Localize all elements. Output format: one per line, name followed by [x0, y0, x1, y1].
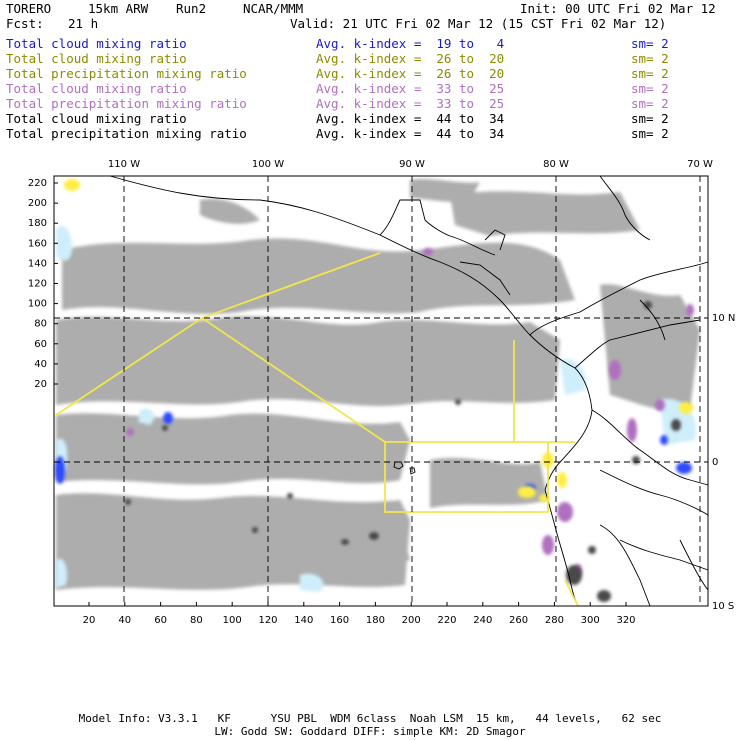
- model-name: TORERO: [6, 1, 52, 16]
- x-tick-label: 240: [473, 615, 492, 626]
- legend-k-index: Avg. k-index = 26 to 20: [316, 51, 505, 66]
- legend-smoothing: sm= 2: [631, 81, 669, 96]
- y-tick-label: 160: [28, 238, 47, 249]
- legend-k-index: Avg. k-index = 44 to 34: [316, 111, 505, 126]
- y-tick-label: 60: [34, 339, 47, 350]
- x-tick-label: 80: [190, 615, 203, 626]
- y-tick-label: 100: [28, 299, 47, 310]
- legend-smoothing: sm= 2: [631, 51, 669, 66]
- forecast-label: Fcst:: [6, 16, 44, 31]
- legend-field-name: Total cloud mixing ratio: [6, 81, 187, 96]
- latitude-label: 0: [712, 457, 718, 468]
- y-tick-label: 80: [34, 319, 47, 330]
- x-tick-label: 100: [223, 615, 242, 626]
- region-boundaries: [55, 252, 579, 607]
- longitude-label: 80 W: [543, 159, 569, 170]
- cloud-yellow-shading: [64, 179, 693, 502]
- forecast-hours: 21 h: [68, 16, 99, 31]
- x-tick-label: 140: [294, 615, 313, 626]
- y-tick-label: 40: [34, 359, 47, 370]
- legend-k-index: Avg. k-index = 19 to 4: [316, 36, 505, 51]
- legend-field-name: Total precipitation mixing ratio: [6, 126, 247, 141]
- x-tick-label: 280: [545, 615, 564, 626]
- x-tick-label: 60: [154, 615, 167, 626]
- model-org: NCAR/MMM: [243, 1, 304, 16]
- y-tick-label: 120: [28, 279, 47, 290]
- init-time: Init: 00 UTC Fri 02 Mar 12: [520, 1, 716, 16]
- latitude-labels: 10 N 0 10 S: [712, 313, 735, 612]
- legend-k-index: Avg. k-index = 33 to 25: [316, 96, 505, 111]
- model-resolution: 15km ARW: [88, 1, 149, 16]
- x-tick-label: 160: [330, 615, 349, 626]
- longitude-label: 110 W: [108, 159, 140, 170]
- longitude-label: 90 W: [399, 159, 425, 170]
- y-tick-label: 220: [28, 178, 47, 189]
- y-tick-label: 180: [28, 218, 47, 229]
- y-tick-label: 20: [34, 379, 47, 390]
- x-tick-label: 180: [366, 615, 385, 626]
- x-tick-label: 220: [437, 615, 456, 626]
- legend-smoothing: sm= 2: [631, 66, 669, 81]
- legend-smoothing: sm= 2: [631, 36, 669, 51]
- valid-time: Valid: 21 UTC Fri 02 Mar 12 (15 CST Fri …: [290, 16, 667, 31]
- x-tick-label: 300: [581, 615, 600, 626]
- legend-field-name: Total cloud mixing ratio: [6, 111, 187, 126]
- legend-field-name: Total precipitation mixing ratio: [6, 66, 247, 81]
- y-axis-ticks: 220 200 180 160 140 120 100 80 60 40 20: [28, 178, 58, 390]
- legend-k-index: Avg. k-index = 33 to 25: [316, 81, 505, 96]
- model-info-line2: LW: Godd SW: Goddard DIFF: simple KM: 2D…: [214, 725, 526, 738]
- latitude-label: 10 N: [712, 313, 735, 324]
- map-frame: [53, 175, 709, 607]
- x-tick-label: 320: [616, 615, 635, 626]
- model-info-line1: Model Info: V3.3.1 KF YSU PBL WDM 6class…: [78, 712, 662, 725]
- x-tick-label: 20: [83, 615, 96, 626]
- legend-field-name: Total cloud mixing ratio: [6, 36, 187, 51]
- legend-smoothing: sm= 2: [631, 111, 669, 126]
- longitude-label: 100 W: [252, 159, 284, 170]
- coastlines: [109, 175, 709, 607]
- legend-field-name: Total precipitation mixing ratio: [6, 96, 247, 111]
- x-axis-ticks: 20 40 60 80 100 120 140 160 180 200 220 240 260 280 30…: [83, 602, 636, 626]
- y-tick-label: 140: [28, 258, 47, 269]
- latitude-label: 10 S: [712, 601, 734, 612]
- longitude-labels: 110 W 100 W 90 W 80 W 70 W: [108, 159, 713, 170]
- y-tick-label: 200: [28, 198, 47, 209]
- model-run: Run2: [176, 1, 207, 16]
- legend-k-index: Avg. k-index = 44 to 34: [316, 126, 505, 141]
- map-plot: 220 200 180 160 140 120 100 80 60 40 20 20 40 60 80 10…: [28, 159, 735, 626]
- x-tick-label: 260: [509, 615, 528, 626]
- legend-smoothing: sm= 2: [631, 126, 669, 141]
- lat-lon-grid: [54, 176, 708, 606]
- legend-field-name: Total cloud mixing ratio: [6, 51, 187, 66]
- x-tick-label: 120: [258, 615, 277, 626]
- x-tick-label: 40: [118, 615, 131, 626]
- longitude-label: 70 W: [687, 159, 713, 170]
- x-tick-label: 200: [402, 615, 421, 626]
- legend-smoothing: sm= 2: [631, 96, 669, 111]
- legend-k-index: Avg. k-index = 26 to 20: [316, 66, 505, 81]
